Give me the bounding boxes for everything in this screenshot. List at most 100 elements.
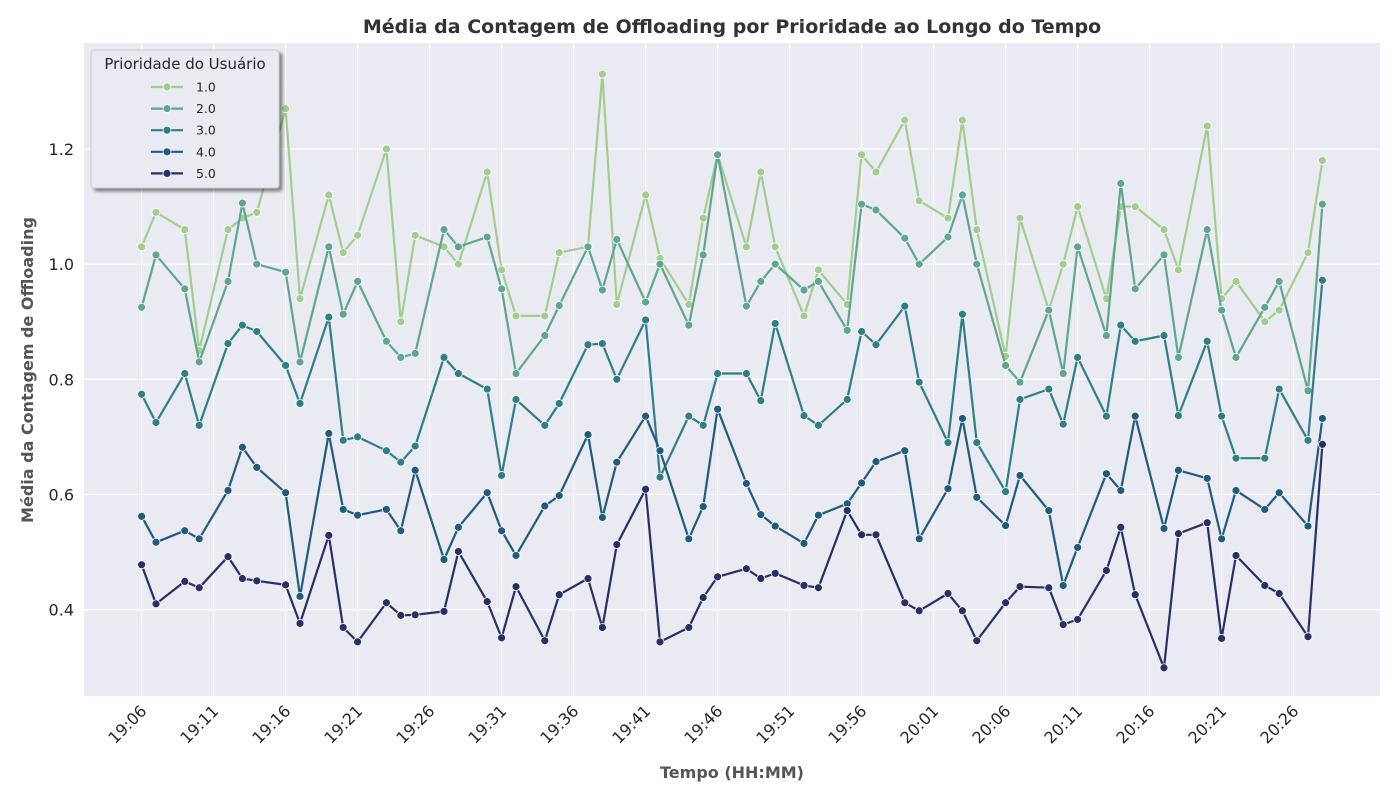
series-marker (324, 429, 334, 438)
series-marker (237, 198, 247, 208)
series-marker (1116, 522, 1126, 532)
series-marker (1073, 615, 1082, 624)
y-tick-label: 1.0 (49, 255, 74, 274)
legend-marker (162, 147, 172, 157)
x-tick-label: 19:51 (752, 701, 798, 747)
series-marker (180, 369, 190, 378)
series-marker (194, 420, 204, 430)
series-marker (151, 599, 161, 609)
series-marker (914, 196, 924, 206)
series-marker (641, 484, 650, 494)
series-marker (540, 636, 550, 646)
series-marker (353, 432, 363, 442)
y-tick-label: 0.6 (49, 485, 74, 504)
series-marker (324, 312, 334, 322)
series-marker (612, 540, 622, 549)
x-tick-label: 20:26 (1256, 701, 1302, 747)
x-tick-label: 19:16 (248, 701, 294, 747)
series-marker (295, 357, 305, 367)
series-marker (180, 225, 190, 234)
series-marker (252, 259, 262, 269)
series-marker (1073, 543, 1082, 552)
y-tick-label: 0.4 (49, 601, 74, 620)
series-marker (1202, 225, 1212, 234)
series-marker (252, 327, 262, 336)
series-marker (281, 104, 291, 114)
series-marker (1044, 305, 1054, 315)
series-marker (1231, 276, 1241, 286)
series-marker (612, 234, 622, 244)
series-marker (756, 510, 766, 520)
series-marker (814, 276, 823, 286)
series-marker (1174, 411, 1183, 420)
series-marker (770, 242, 780, 252)
series-marker (857, 327, 866, 336)
series-marker (914, 377, 924, 387)
series-marker (1130, 284, 1140, 294)
series-marker (324, 242, 334, 252)
series-marker (1001, 487, 1010, 496)
series-marker (799, 581, 809, 590)
series-marker (1260, 453, 1270, 463)
legend-marker (162, 168, 172, 178)
series-marker (1102, 331, 1111, 340)
series-marker (1073, 353, 1082, 362)
series-marker (497, 284, 507, 294)
series-marker (756, 276, 766, 286)
x-tick-label: 19:06 (104, 701, 150, 747)
series-marker (1159, 331, 1169, 340)
legend-label: 3.0 (196, 123, 216, 138)
series-marker (237, 320, 247, 330)
series-marker (396, 526, 406, 536)
series-marker (770, 259, 780, 269)
series-marker (943, 589, 953, 598)
legend-label: 4.0 (196, 144, 216, 159)
series-marker (972, 438, 982, 448)
x-tick-label: 19:31 (464, 701, 510, 747)
series-marker (684, 534, 694, 544)
series-marker (338, 435, 348, 445)
series-marker (814, 583, 823, 593)
series-marker (742, 369, 751, 378)
series-marker (1202, 518, 1212, 528)
series-marker (799, 285, 809, 295)
series-marker (799, 311, 809, 321)
series-marker (482, 384, 492, 394)
series-marker (137, 242, 147, 252)
series-marker (439, 555, 449, 564)
series-marker (1044, 506, 1054, 515)
series-marker (713, 369, 722, 378)
series-marker (223, 225, 233, 234)
series-marker (180, 526, 190, 536)
series-marker (554, 248, 564, 258)
series-marker (223, 339, 233, 348)
series-marker (1116, 179, 1126, 188)
series-marker (684, 623, 694, 632)
series-marker (223, 486, 233, 495)
series-marker (180, 284, 190, 294)
series-marker (281, 488, 291, 498)
series-marker (943, 484, 953, 494)
series-marker (281, 580, 291, 590)
series-marker (900, 301, 910, 311)
series-marker (223, 552, 233, 562)
series-marker (857, 478, 866, 488)
series-marker (655, 446, 665, 456)
series-marker (713, 150, 722, 160)
series-marker (410, 230, 420, 240)
legend-box (90, 49, 280, 189)
series-marker (972, 492, 982, 502)
x-tick-label: 19:21 (320, 701, 366, 747)
series-marker (252, 207, 262, 217)
x-tick-label: 20:11 (1040, 701, 1086, 747)
series-marker (396, 457, 406, 467)
plot-background (84, 43, 1380, 696)
series-marker (958, 606, 967, 616)
series-marker (1318, 439, 1327, 449)
series-marker (410, 610, 420, 620)
series-marker (900, 446, 910, 456)
series-marker (1202, 336, 1212, 346)
series-marker (252, 576, 262, 586)
series-marker (1015, 213, 1025, 223)
